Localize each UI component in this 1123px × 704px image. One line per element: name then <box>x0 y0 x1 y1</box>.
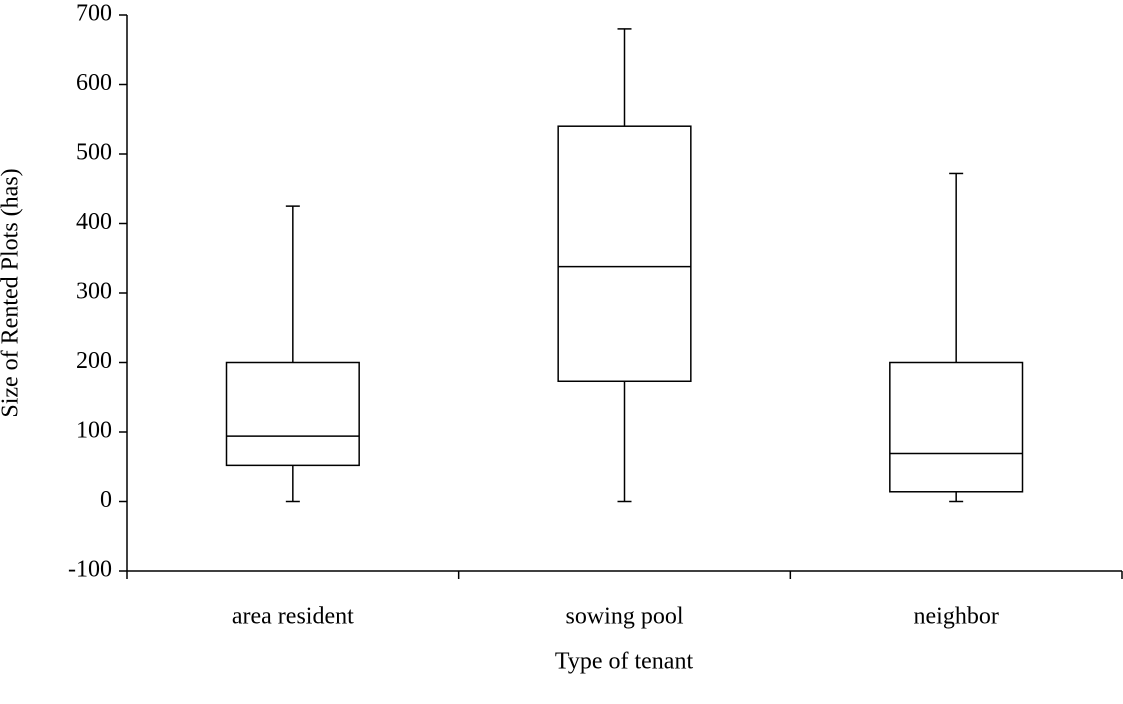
y-tick-label: -100 <box>68 557 112 583</box>
box <box>225 361 360 467</box>
y-tick-label: 500 <box>76 140 112 166</box>
x-tick-label: neighbor <box>914 604 999 630</box>
x-tick-label: sowing pool <box>565 604 683 630</box>
y-tick-label: 600 <box>76 70 112 96</box>
x-axis-label: Type of tenant <box>555 649 694 675</box>
x-tick-label: area resident <box>232 604 354 630</box>
y-axis-label: Size of Rented Plots (has) <box>0 168 24 417</box>
box <box>557 125 692 383</box>
box <box>889 361 1024 493</box>
y-tick-label: 700 <box>76 1 112 27</box>
y-tick-label: 200 <box>76 348 112 374</box>
y-tick-label: 100 <box>76 418 112 444</box>
y-tick-label: 400 <box>76 209 112 235</box>
y-tick-label: 0 <box>100 487 112 513</box>
y-tick-label: 300 <box>76 279 112 305</box>
